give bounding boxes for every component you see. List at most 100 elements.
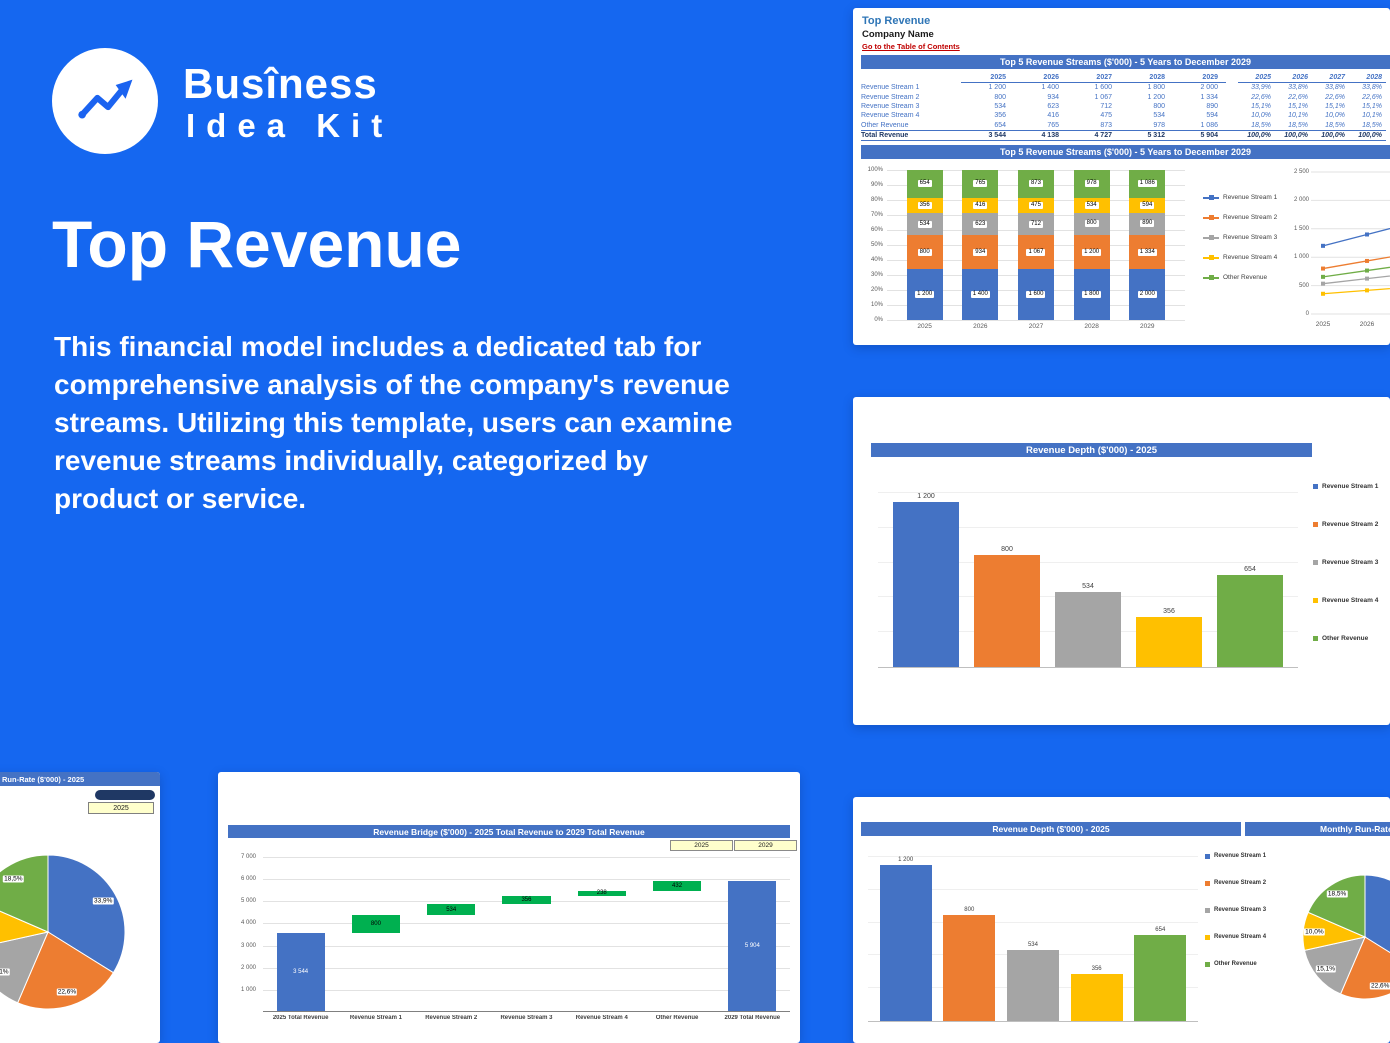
chart-graphic: 2025 xyxy=(1316,321,1331,328)
gridline xyxy=(263,989,790,991)
legend-label: Revenue Stream 4 xyxy=(1214,934,1267,940)
bar-column: 800 xyxy=(974,493,1040,667)
legend-square-marker xyxy=(1313,598,1318,603)
year-header: 2029 xyxy=(1173,73,1226,83)
segment-value-label: 654 xyxy=(917,180,932,188)
bar-value-label: 5 904 xyxy=(744,943,760,950)
chart-graphic xyxy=(1321,281,1325,286)
pie-chart xyxy=(1302,874,1390,1000)
panel-top-revenue-sheet: Top Revenue Company Name Go to the Table… xyxy=(853,8,1390,345)
legend-square-marker xyxy=(1205,880,1210,886)
chart-graphic xyxy=(1322,227,1390,247)
pct-cell: 18,5% xyxy=(1362,121,1382,129)
bar-value-label: 800 xyxy=(370,921,381,928)
pct-cell: 15,1% xyxy=(1251,102,1271,110)
toc-link[interactable]: Go to the Table of Contents xyxy=(862,42,960,51)
segment-value-label: 534 xyxy=(1084,201,1099,209)
segment-value-label: 475 xyxy=(1028,201,1043,209)
pct-cell: 33,9% xyxy=(1251,84,1271,92)
pct-year-header: 2026 xyxy=(1275,73,1312,83)
y-axis-label: 20% xyxy=(870,287,883,293)
chart-graphic xyxy=(1321,243,1325,248)
legend-label: Other Revenue xyxy=(1223,274,1268,281)
chart-graphic: 2026 xyxy=(1360,321,1375,328)
year-tag-end[interactable]: 2029 xyxy=(734,840,797,851)
segment-value-label: 2 000 xyxy=(1137,291,1157,299)
bar-segment: 800 xyxy=(906,235,943,270)
x-axis-label: 2026 xyxy=(973,323,988,330)
bar-segment: 1 200 xyxy=(906,269,943,320)
waterfall-bar: 432 xyxy=(652,881,702,891)
segment-value-label: 1 086 xyxy=(1137,180,1157,188)
y-axis-label: 4 000 xyxy=(240,920,256,927)
segment-value-label: 765 xyxy=(973,180,988,188)
monthly-pie: 33,9%22,6%15,1%10,0%18,5% xyxy=(1273,849,1390,1039)
value-cell: 800 xyxy=(1153,102,1165,110)
bar xyxy=(893,502,959,667)
bar-segment: 712 xyxy=(1017,212,1054,236)
bar-value-label: 534 xyxy=(1082,583,1094,591)
bar-segment: 1 400 xyxy=(962,269,999,320)
y-axis-label: 0 xyxy=(1305,311,1309,317)
bar xyxy=(1136,617,1202,667)
gridline xyxy=(263,945,790,947)
legend-item: Revenue Stream 2 xyxy=(1313,521,1378,528)
pie-slice xyxy=(0,854,49,933)
bar xyxy=(1070,973,1123,1021)
value-cell: 1 200 xyxy=(1147,93,1165,101)
bar-value-label: 1 200 xyxy=(917,493,935,500)
segment-value-label: 800 xyxy=(917,248,932,256)
segment-value-label: 1 334 xyxy=(1137,248,1157,256)
pct-cell: 33,8% xyxy=(1288,84,1308,92)
sheet-title: Top Revenue xyxy=(862,15,931,27)
bar-segment: 873 xyxy=(1017,170,1054,198)
year-header: 2025 xyxy=(961,73,1014,83)
segment-value-label: 1 800 xyxy=(1082,291,1102,299)
value-cell: 890 xyxy=(1206,102,1218,110)
stacked-bar: 765 416 623 934 1 400 xyxy=(962,170,999,320)
legend-item: Revenue Stream 2 xyxy=(1203,214,1277,221)
pie-slice-label: 22,6% xyxy=(1370,982,1390,989)
depth-legend-1: Revenue Stream 1 Revenue Stream 2 Revenue … xyxy=(1313,483,1378,642)
value-cell: 978 xyxy=(1153,121,1165,129)
legend-line-marker xyxy=(1203,275,1219,280)
pie-slice xyxy=(17,931,115,1010)
x-axis-label: 2029 Total Revenue xyxy=(724,1015,781,1021)
run-rate-pie: 33,9%22,6%15,1%10,0%18,5% xyxy=(0,830,152,1034)
gridline xyxy=(887,320,1185,321)
brand-name-line2: Idea Kit xyxy=(186,107,394,144)
legend-square-marker xyxy=(1313,484,1318,489)
gridline xyxy=(263,879,790,881)
bar-segment: 1 800 xyxy=(1073,269,1110,320)
pie-chart xyxy=(0,854,126,1010)
pie-slice xyxy=(0,931,49,1004)
pie-slice xyxy=(1307,874,1366,938)
pct-cell: 22,6% xyxy=(1251,93,1271,101)
bar-value-label: 432 xyxy=(672,882,683,889)
value-cell: 1 200 xyxy=(988,84,1006,92)
bar-segment: 978 xyxy=(1073,170,1110,198)
legend-label: Revenue Stream 3 xyxy=(1223,234,1278,241)
pct-cell: 10,0% xyxy=(1251,112,1271,120)
y-axis-label: 40% xyxy=(870,257,883,263)
depth-chart-2: 1 200 800 534 356 654 xyxy=(868,856,1198,1022)
table-title-bar: Top 5 Revenue Streams ($'000) - 5 Years … xyxy=(861,55,1390,69)
pct-cell: 100,0% xyxy=(1284,131,1308,139)
y-axis-label: 5 000 xyxy=(240,898,256,905)
y-axis-label: 80% xyxy=(870,197,883,203)
stacked-bar: 873 475 712 1 067 1 600 xyxy=(1017,170,1054,320)
year-selector-cell[interactable]: 2025 xyxy=(88,802,154,814)
legend-line-marker xyxy=(1203,215,1219,220)
stacked-bar: 978 534 800 1 200 1 800 xyxy=(1073,170,1110,320)
depth-chart-title-bar-2: Revenue Depth ($'000) - 2025 xyxy=(861,822,1241,836)
segment-value-label: 873 xyxy=(1028,180,1043,188)
legend-item: Revenue Stream 1 xyxy=(1205,853,1266,859)
gridline xyxy=(868,856,1198,857)
bar-column: 654 xyxy=(1217,493,1283,667)
brand-name-line1: Busîness xyxy=(183,60,378,107)
pie-slice-label: 33,9% xyxy=(92,897,114,905)
y-axis-label: 1 000 xyxy=(240,986,256,993)
year-tag-start[interactable]: 2025 xyxy=(670,840,733,851)
value-cell: 356 xyxy=(994,112,1006,120)
